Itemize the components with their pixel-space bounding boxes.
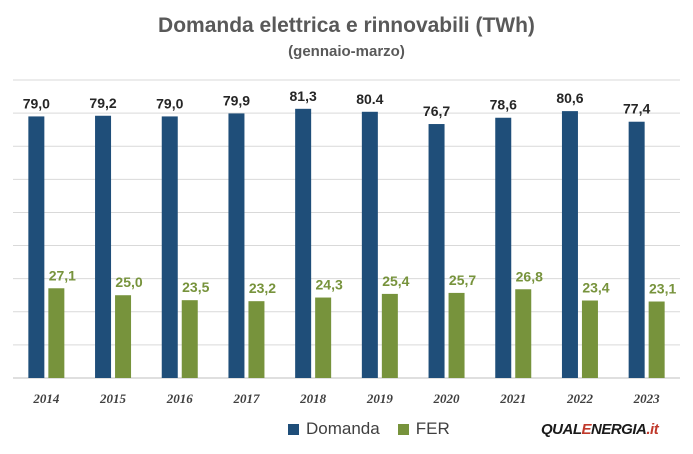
value-label-domanda-2019: 80.4	[356, 91, 383, 107]
value-label-domanda-2016: 79,0	[156, 95, 183, 111]
x-tick-label-2020: 2020	[433, 391, 461, 406]
bar-fer-2018	[315, 297, 332, 378]
bar-fer-2016	[181, 300, 198, 378]
x-tick-label-2019: 2019	[366, 391, 394, 406]
value-label-domanda-2023: 77,4	[623, 101, 650, 117]
bar-fer-2022	[581, 300, 598, 378]
x-tick-label-2018: 2018	[299, 391, 327, 406]
bar-fer-2015	[115, 295, 132, 378]
bar-domanda-2017	[228, 113, 245, 378]
x-tick-label-2023: 2023	[633, 391, 661, 406]
bar-fer-2017	[248, 301, 265, 378]
bar-domanda-2022	[561, 111, 578, 378]
value-label-domanda-2020: 76,7	[423, 103, 450, 119]
bar-domanda-2020	[428, 124, 445, 378]
x-tick-label-2015: 2015	[99, 391, 127, 406]
value-label-domanda-2014: 79,0	[23, 95, 50, 111]
value-label-fer-2014: 27,1	[49, 267, 76, 283]
x-tick-label-2016: 2016	[166, 391, 194, 406]
legend-item-domanda: Domanda	[288, 419, 380, 439]
value-label-fer-2015: 25,0	[115, 274, 142, 290]
qualenergia-logo: QUALENERGIA.it	[541, 421, 659, 438]
chart-subtitle: (gennaio-marzo)	[288, 43, 405, 60]
x-tick-label-2021: 2021	[499, 391, 526, 406]
bar-fer-2019	[381, 293, 398, 378]
value-label-fer-2021: 26,8	[516, 268, 543, 284]
bar-domanda-2018	[295, 108, 312, 378]
legend-label-fer: FER	[415, 419, 450, 438]
value-label-fer-2017: 23,2	[249, 280, 276, 296]
value-label-domanda-2018: 81,3	[290, 88, 317, 104]
value-label-fer-2022: 23,4	[582, 280, 609, 296]
legend-label-domanda: Domanda	[306, 419, 380, 438]
bar-fer-2014	[48, 288, 65, 378]
x-tick-label-2014: 2014	[32, 391, 60, 406]
value-label-domanda-2021: 78,6	[490, 97, 517, 113]
legend-item-fer: FER	[397, 419, 450, 439]
bar-domanda-2016	[161, 116, 178, 378]
legend-swatch-fer	[397, 423, 409, 435]
logo-part-nergia: NERGIA	[591, 421, 647, 438]
value-label-fer-2023: 23,1	[649, 281, 676, 297]
value-label-fer-2019: 25,4	[382, 273, 409, 289]
bar-domanda-2015	[95, 115, 112, 378]
legend: Domanda FER	[288, 419, 460, 439]
value-label-domanda-2022: 80,6	[556, 90, 583, 106]
bar-domanda-2023	[628, 121, 645, 378]
x-tick-label-2017: 2017	[232, 391, 260, 406]
logo-part-it: .it	[646, 421, 659, 438]
value-label-domanda-2015: 79,2	[89, 95, 116, 111]
legend-swatch-domanda	[288, 423, 299, 435]
x-tick-label-2022: 2022	[566, 391, 594, 406]
bar-domanda-2014	[28, 116, 45, 378]
chart-title: Domanda elettrica e rinnovabili (TWh)	[158, 14, 535, 37]
logo-part-qual: QUAL	[541, 421, 582, 438]
value-label-domanda-2017: 79,9	[223, 92, 250, 108]
value-label-fer-2018: 24,3	[316, 277, 343, 293]
bar-domanda-2021	[495, 117, 512, 378]
bar-domanda-2019	[361, 111, 378, 378]
bar-fer-2023	[648, 301, 665, 378]
bar-fer-2020	[448, 292, 465, 378]
bar-fer-2021	[515, 289, 532, 378]
logo-part-e: E	[581, 421, 592, 438]
value-label-fer-2020: 25,7	[449, 272, 476, 288]
value-label-fer-2016: 23,5	[182, 279, 209, 295]
